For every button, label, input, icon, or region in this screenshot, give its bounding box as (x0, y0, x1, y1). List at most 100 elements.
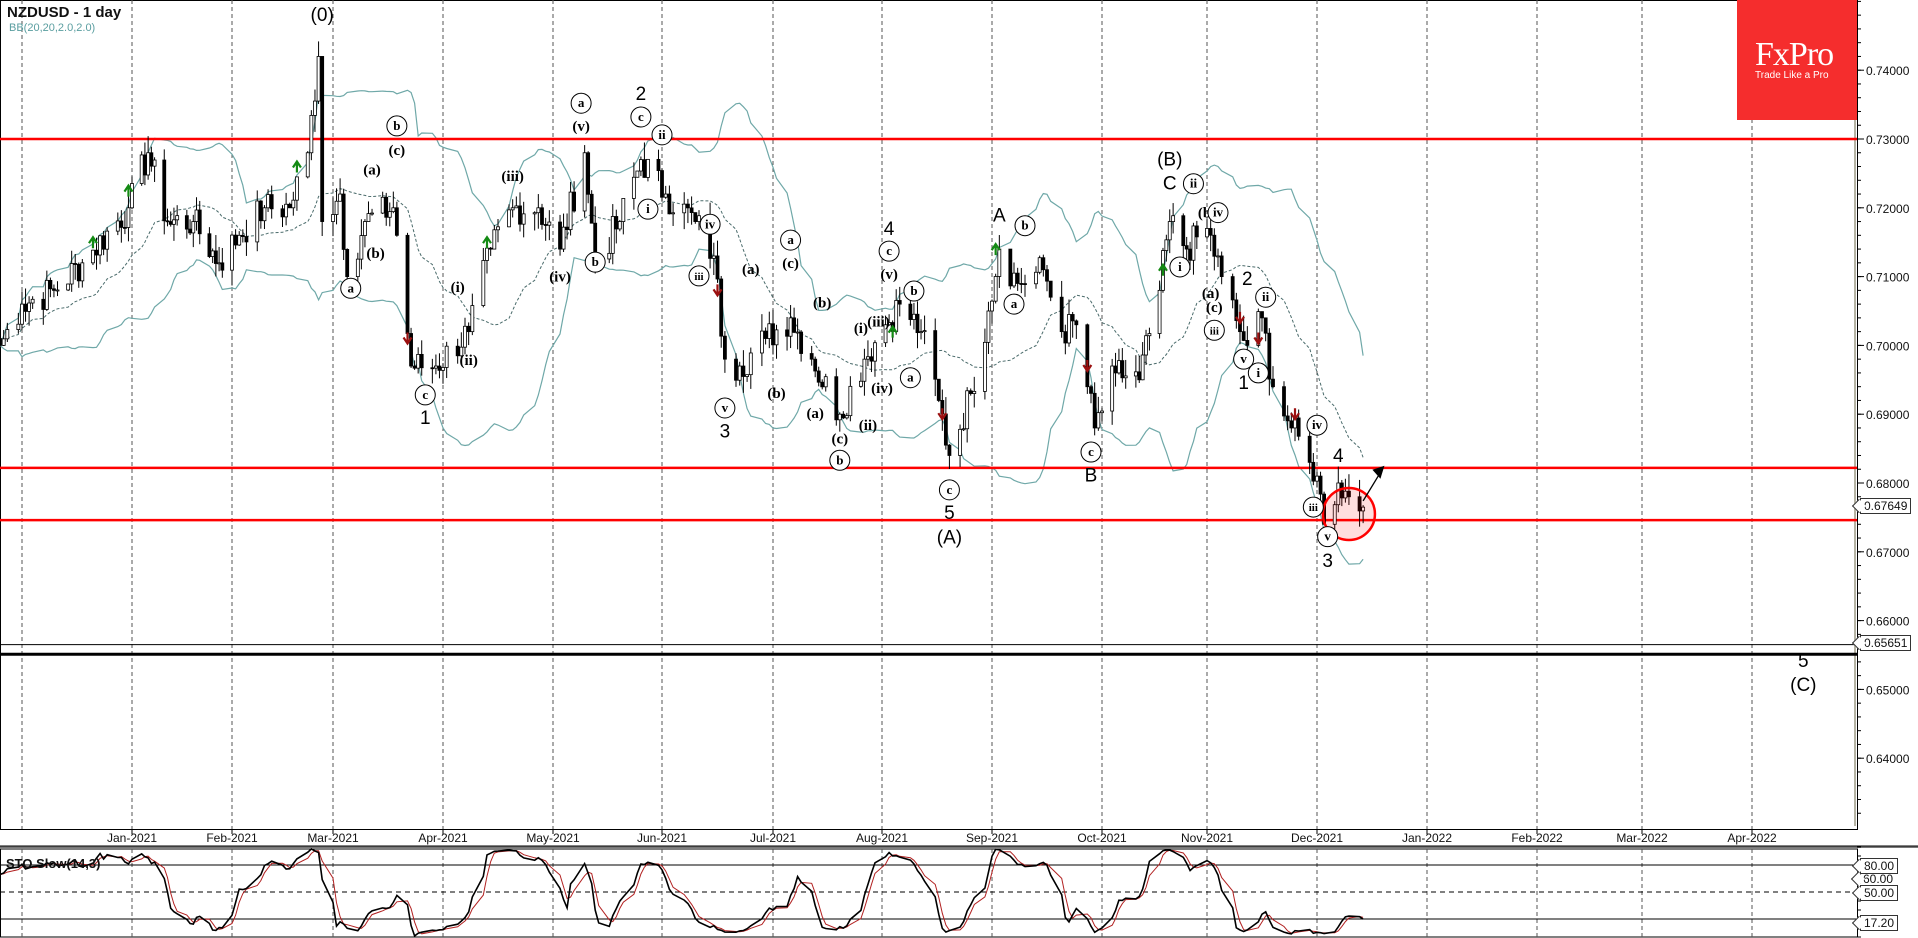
wave-label-major: 4 (1333, 446, 1344, 467)
candle-bear (686, 203, 690, 209)
candle-bear (280, 208, 285, 218)
wave-label-circle (938, 479, 960, 501)
candle-bull (359, 235, 364, 260)
candle-bear (1241, 331, 1246, 341)
candle-bull (983, 341, 987, 392)
signal-arrow-up-icon (887, 324, 898, 338)
candle-bull (492, 229, 497, 250)
candle-bear (656, 158, 661, 171)
wave-label-circle (340, 277, 362, 299)
candle-bull (961, 428, 966, 431)
candle-bear (1019, 283, 1024, 285)
x-tick-label: Apr-2021 (418, 831, 468, 845)
candle-bull (972, 390, 977, 394)
candle-bear (1289, 420, 1294, 429)
candle-bull (1167, 221, 1172, 241)
candle-bull (470, 305, 475, 333)
wave-label: c (638, 109, 644, 124)
candle-bear (809, 353, 814, 360)
y-tick-label: 0.69000 (1866, 408, 1910, 422)
candle-bear (1137, 371, 1142, 381)
candle-bull (1171, 215, 1176, 222)
candle-bull (894, 300, 899, 332)
wave-label: (a) (742, 262, 760, 278)
wave-label-circle (637, 198, 659, 220)
candle-bear (123, 227, 127, 229)
candle-bull (873, 342, 877, 362)
candle-bull (444, 345, 449, 368)
candle-bull (617, 221, 622, 230)
candle-bear (1070, 314, 1075, 322)
wave-label-circle (414, 384, 436, 406)
signal-arrow-up-icon (123, 183, 134, 197)
candle-bear (244, 236, 249, 243)
candle-bear (723, 335, 727, 360)
candle-bull (44, 279, 49, 310)
wave-label: b (836, 452, 843, 467)
candle-bull (126, 207, 131, 228)
candle-bull (441, 367, 445, 371)
candle-bear (394, 207, 399, 236)
wave-label: (b) (767, 386, 785, 402)
candle-bear (915, 313, 920, 334)
candle-bear (897, 300, 902, 305)
sto-plot-frame (0, 848, 1858, 938)
candle-bear (1085, 324, 1090, 388)
candle-bull (338, 193, 342, 202)
x-tick-label: Jan-2021 (107, 831, 157, 845)
candle-bull (697, 215, 701, 222)
candle-bull (883, 324, 888, 344)
candle-bear (41, 298, 46, 310)
wave-label: b (910, 283, 917, 298)
candle-bull (767, 323, 772, 339)
logo-tagline: Trade Like a Pro (1755, 70, 1829, 81)
candle-bear (693, 212, 698, 222)
candle-bull (1, 338, 6, 346)
candle-bear (1074, 320, 1079, 326)
last-price-tag: 0.67649 (1860, 498, 1912, 514)
candle-bull (105, 230, 110, 250)
wave-label: i (646, 201, 650, 216)
wave-label: iv (705, 216, 716, 231)
wave-label-circle (584, 251, 606, 273)
y-tick-label: 0.73000 (1866, 133, 1910, 147)
candle-bear (1194, 225, 1199, 238)
candle-bull (711, 255, 716, 259)
candle-bear (213, 250, 218, 264)
candle-bull (536, 207, 541, 214)
candle-bull (859, 380, 863, 387)
candle-bear (1015, 272, 1020, 284)
signal-arrow-up-icon (482, 235, 492, 249)
bollinger-upper-band (0, 89, 1364, 356)
candle-bull (262, 207, 267, 222)
sto-current-value: 17.20 (1860, 915, 1899, 931)
candle-bull (631, 176, 636, 199)
candle-bear (341, 193, 346, 250)
wave-label-circle (386, 115, 408, 137)
candle-bull (912, 313, 916, 320)
candle-bull (1157, 289, 1162, 334)
candle-bear (689, 207, 694, 214)
wave-label: (iv) (871, 381, 893, 397)
candle-bear (1234, 299, 1239, 321)
wave-label-circle (1182, 173, 1204, 195)
wave-label-circle (651, 124, 673, 146)
y-tick-label: 0.67000 (1866, 546, 1910, 560)
candle-bear (1181, 215, 1186, 247)
wave-label-circle (1247, 362, 1269, 384)
candle-bear (936, 378, 941, 401)
x-tick-label: Mar-2022 (1616, 831, 1668, 845)
candle-bear (437, 365, 442, 371)
candle-bull (760, 330, 764, 354)
wave-label: v (722, 400, 729, 415)
logo-brand: FxPro (1755, 36, 1834, 73)
candle-bear (734, 358, 738, 381)
wave-label: b (592, 254, 599, 269)
candle-bear (816, 370, 821, 383)
candle-bear (405, 234, 410, 334)
wave-label: v (1240, 351, 1247, 366)
candle-bull (997, 248, 1002, 277)
signal-arrow-down-icon (1235, 311, 1245, 325)
projection-arrow-head-icon (1372, 465, 1385, 479)
candle-bear (73, 263, 78, 265)
